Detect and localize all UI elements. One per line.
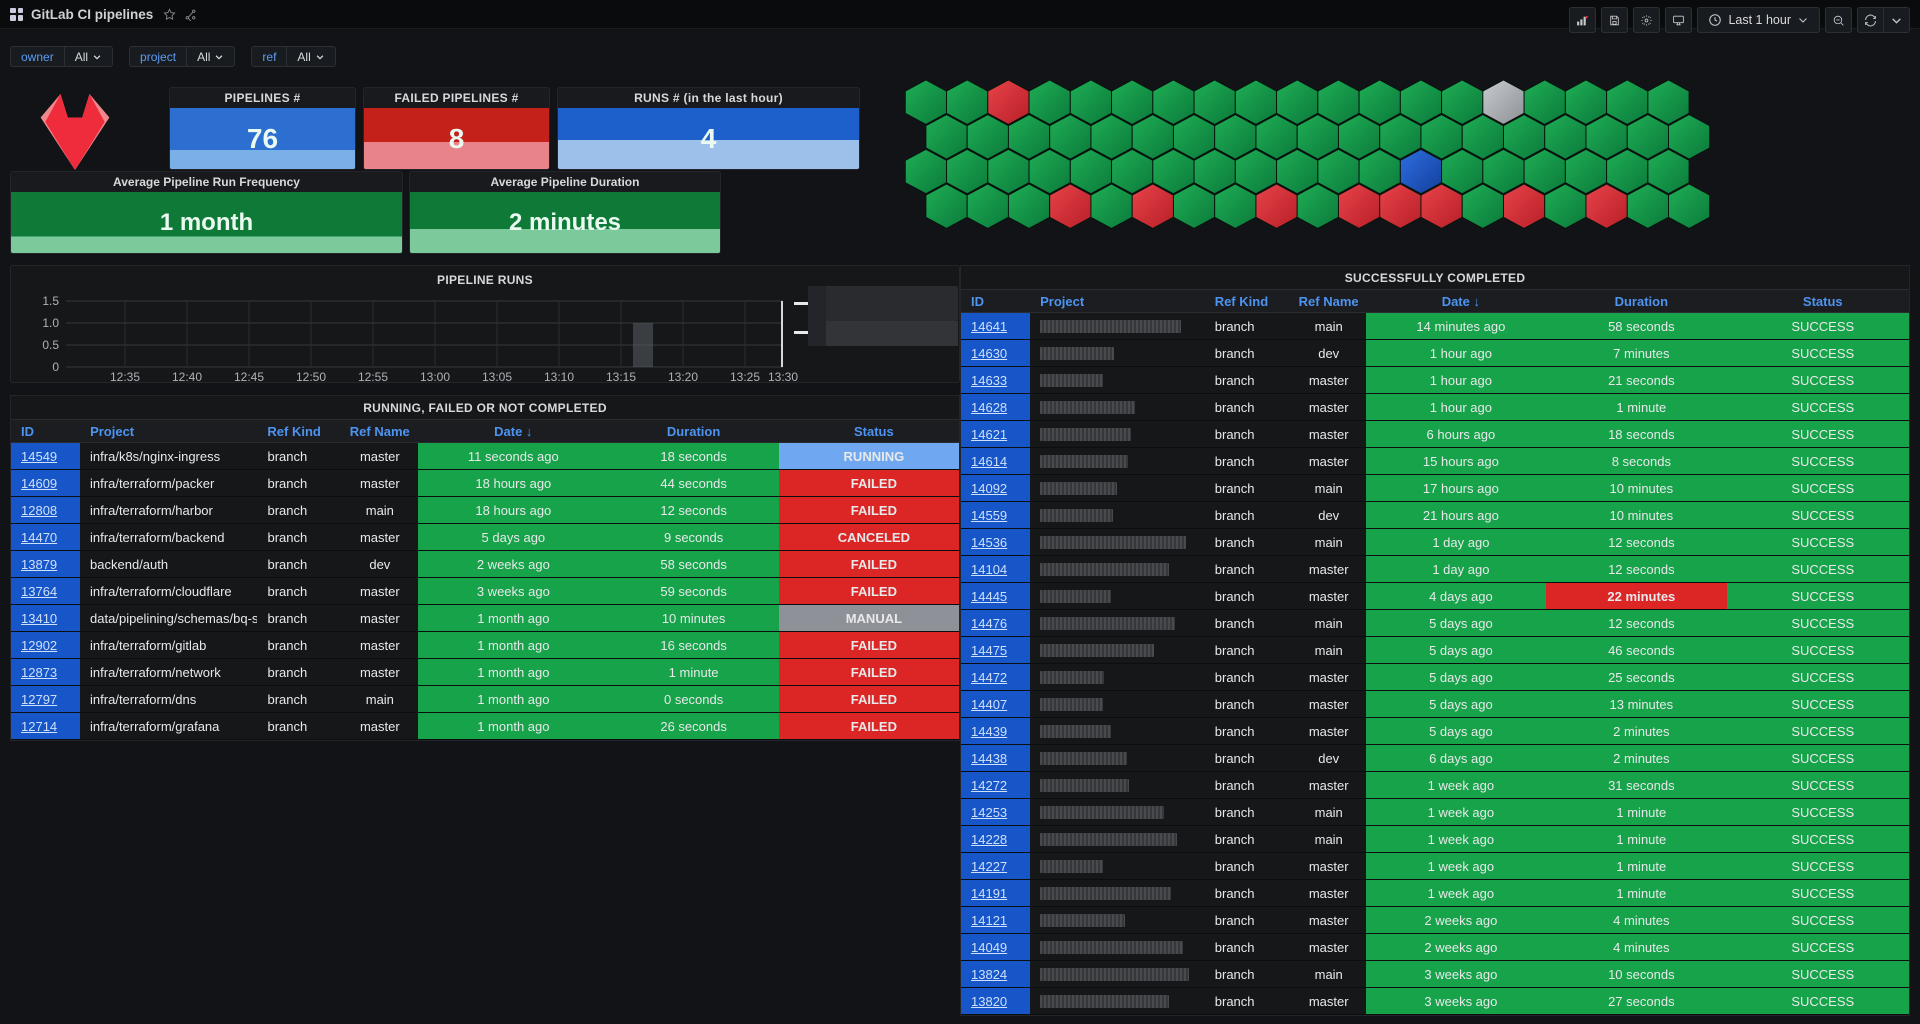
svg-text:0.5: 0.5 — [42, 338, 59, 352]
svg-text:12:35: 12:35 — [110, 370, 140, 384]
svg-text:13:00: 13:00 — [420, 370, 450, 384]
svg-text:13:15: 13:15 — [606, 370, 636, 384]
svg-text:12:45: 12:45 — [234, 370, 264, 384]
svg-text:12:50: 12:50 — [296, 370, 326, 384]
svg-text:12:55: 12:55 — [358, 370, 388, 384]
svg-text:13:20: 13:20 — [668, 370, 698, 384]
svg-text:1.0: 1.0 — [42, 316, 59, 330]
svg-text:13:30: 13:30 — [768, 370, 798, 384]
svg-text:1.5: 1.5 — [42, 294, 59, 308]
svg-text:13:05: 13:05 — [482, 370, 512, 384]
svg-text:13:25: 13:25 — [730, 370, 760, 384]
svg-text:0: 0 — [52, 360, 59, 374]
svg-text:13:10: 13:10 — [544, 370, 574, 384]
svg-text:12:40: 12:40 — [172, 370, 202, 384]
